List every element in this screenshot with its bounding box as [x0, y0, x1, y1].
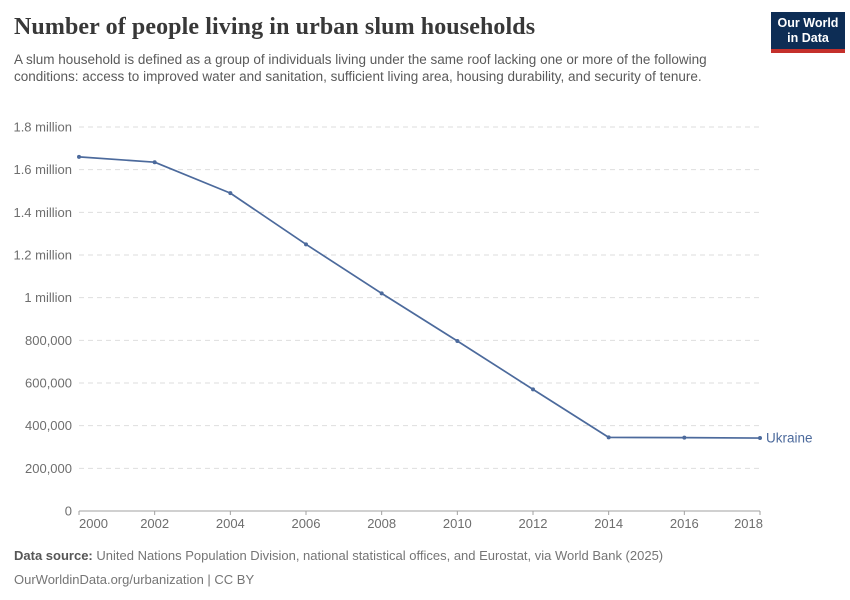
chart-footer: Data source: United Nations Population D…: [14, 544, 663, 592]
line-series-ukraine: [78, 156, 761, 439]
x-axis-tick-label: 2002: [140, 516, 169, 531]
x-axis-tick-label: 2010: [443, 516, 472, 531]
owid-logo: Our World in Data: [771, 12, 845, 53]
y-axis-tick-label: 1.4 million: [13, 205, 72, 220]
y-axis-tick-label: 0: [65, 504, 72, 519]
attribution-text: OurWorldinData.org/urbanization | CC BY: [14, 572, 255, 587]
x-axis-tick-label: 2004: [216, 516, 245, 531]
series-label: Ukraine: [766, 431, 813, 446]
data-point: [758, 436, 762, 441]
x-axis-tick-label: 2006: [292, 516, 321, 531]
x-axis-tick-label: 2012: [519, 516, 548, 531]
data-source-label: Data source:: [14, 548, 93, 563]
data-point: [531, 387, 535, 392]
data-point: [152, 160, 157, 165]
logo-text-line2: in Data: [787, 31, 829, 45]
y-axis-tick-label: 200,000: [25, 461, 72, 476]
data-point: [606, 435, 611, 440]
x-axis-tick-label: 2014: [594, 516, 623, 531]
data-point: [379, 291, 384, 296]
x-axis-tick-label: 2018: [734, 516, 763, 531]
y-axis-tick-label: 600,000: [25, 376, 72, 391]
x-axis-tick-label: 2000: [79, 516, 108, 531]
data-point: [77, 154, 81, 159]
chart-subtitle: A slum household is defined as a group o…: [14, 52, 707, 84]
y-axis-tick-label: 400,000: [25, 418, 72, 433]
data-point: [228, 191, 233, 196]
y-axis-tick-label: 1.6 million: [13, 162, 72, 177]
data-point: [304, 242, 308, 247]
y-axis-tick-label: 1.2 million: [13, 248, 72, 263]
data-point: [455, 338, 460, 343]
x-axis-tick-label: 2016: [670, 516, 699, 531]
page-title: Number of people living in urban slum ho…: [14, 14, 536, 40]
x-axis-tick-label: 2008: [367, 516, 396, 531]
data-point: [682, 435, 687, 440]
logo-text-line1: Our World: [777, 16, 839, 30]
y-axis-tick-label: 1.8 million: [13, 120, 72, 135]
y-axis-tick-label: 800,000: [25, 333, 72, 348]
data-source-text: United Nations Population Division, nati…: [96, 548, 664, 563]
data-source-line: Data source: United Nations Population D…: [14, 548, 663, 563]
y-axis-tick-label: 1 million: [24, 290, 72, 305]
